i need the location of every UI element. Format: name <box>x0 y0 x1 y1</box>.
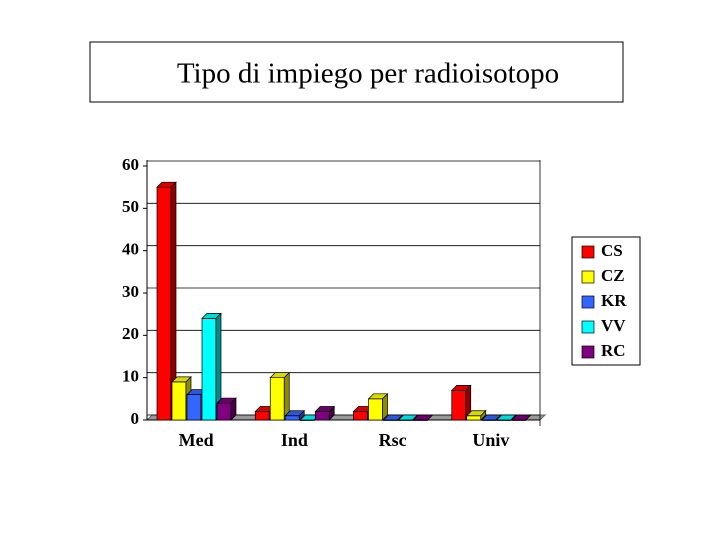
bar-side <box>412 414 418 421</box>
legend-swatch <box>581 320 595 334</box>
bar-side <box>427 414 433 421</box>
y-tick-label: 0 <box>131 409 140 428</box>
legend-swatch <box>581 245 595 259</box>
bar-front <box>466 415 482 421</box>
legend-label: RC <box>601 341 626 360</box>
bar-side <box>510 414 516 421</box>
bar <box>480 414 502 421</box>
bar-front <box>171 381 187 421</box>
legend-swatch <box>581 345 595 359</box>
bar <box>450 384 472 421</box>
bar-front <box>451 390 467 421</box>
y-tick-label: 20 <box>122 324 139 343</box>
bar <box>201 312 222 421</box>
bar-side <box>495 414 501 421</box>
legend-label: KR <box>601 291 627 310</box>
y-tick-label: 50 <box>122 197 139 216</box>
bar-front <box>156 186 172 421</box>
bar <box>216 397 237 421</box>
bar-front <box>314 411 330 421</box>
bar <box>382 414 404 421</box>
legend-label: CS <box>601 241 623 260</box>
bar-front <box>201 318 217 421</box>
bar-side <box>480 409 487 421</box>
bar <box>314 405 336 421</box>
bar <box>171 376 192 421</box>
legend-swatch <box>581 295 595 309</box>
bar-front <box>284 415 300 421</box>
bar <box>284 409 306 421</box>
bar <box>465 409 487 421</box>
y-tick-label: 60 <box>122 155 139 174</box>
y-tick-label: 40 <box>122 240 139 259</box>
y-tick-label: 30 <box>122 282 139 301</box>
bar-front <box>254 411 270 421</box>
x-tick-label: Med <box>179 430 214 450</box>
bar-front <box>368 398 383 421</box>
x-tick-label: Univ <box>472 430 509 450</box>
bar <box>156 181 177 421</box>
bar <box>412 414 434 421</box>
bar <box>367 392 389 421</box>
bar-front <box>186 394 202 421</box>
bar-side <box>525 414 531 421</box>
x-tick-label: Rsc <box>379 430 407 450</box>
title-box <box>89 41 624 103</box>
bar <box>495 414 517 421</box>
bar-side <box>298 409 305 421</box>
legend-label: VV <box>601 316 626 335</box>
bar-side <box>397 414 403 421</box>
chart-title: Tipo di impiego per radioisotopo <box>177 58 559 90</box>
bar-side <box>328 405 335 421</box>
bar-side <box>230 397 237 421</box>
legend-label: CZ <box>601 266 625 285</box>
bar-front <box>353 411 368 421</box>
bar <box>269 371 291 421</box>
bar-front <box>216 402 232 421</box>
bar <box>397 414 419 421</box>
legend-swatch <box>581 270 595 284</box>
bar-side <box>382 392 388 421</box>
bar-front <box>269 377 285 421</box>
x-tick-label: Ind <box>281 430 308 450</box>
y-tick-label: 10 <box>122 367 139 386</box>
bar <box>510 414 532 421</box>
